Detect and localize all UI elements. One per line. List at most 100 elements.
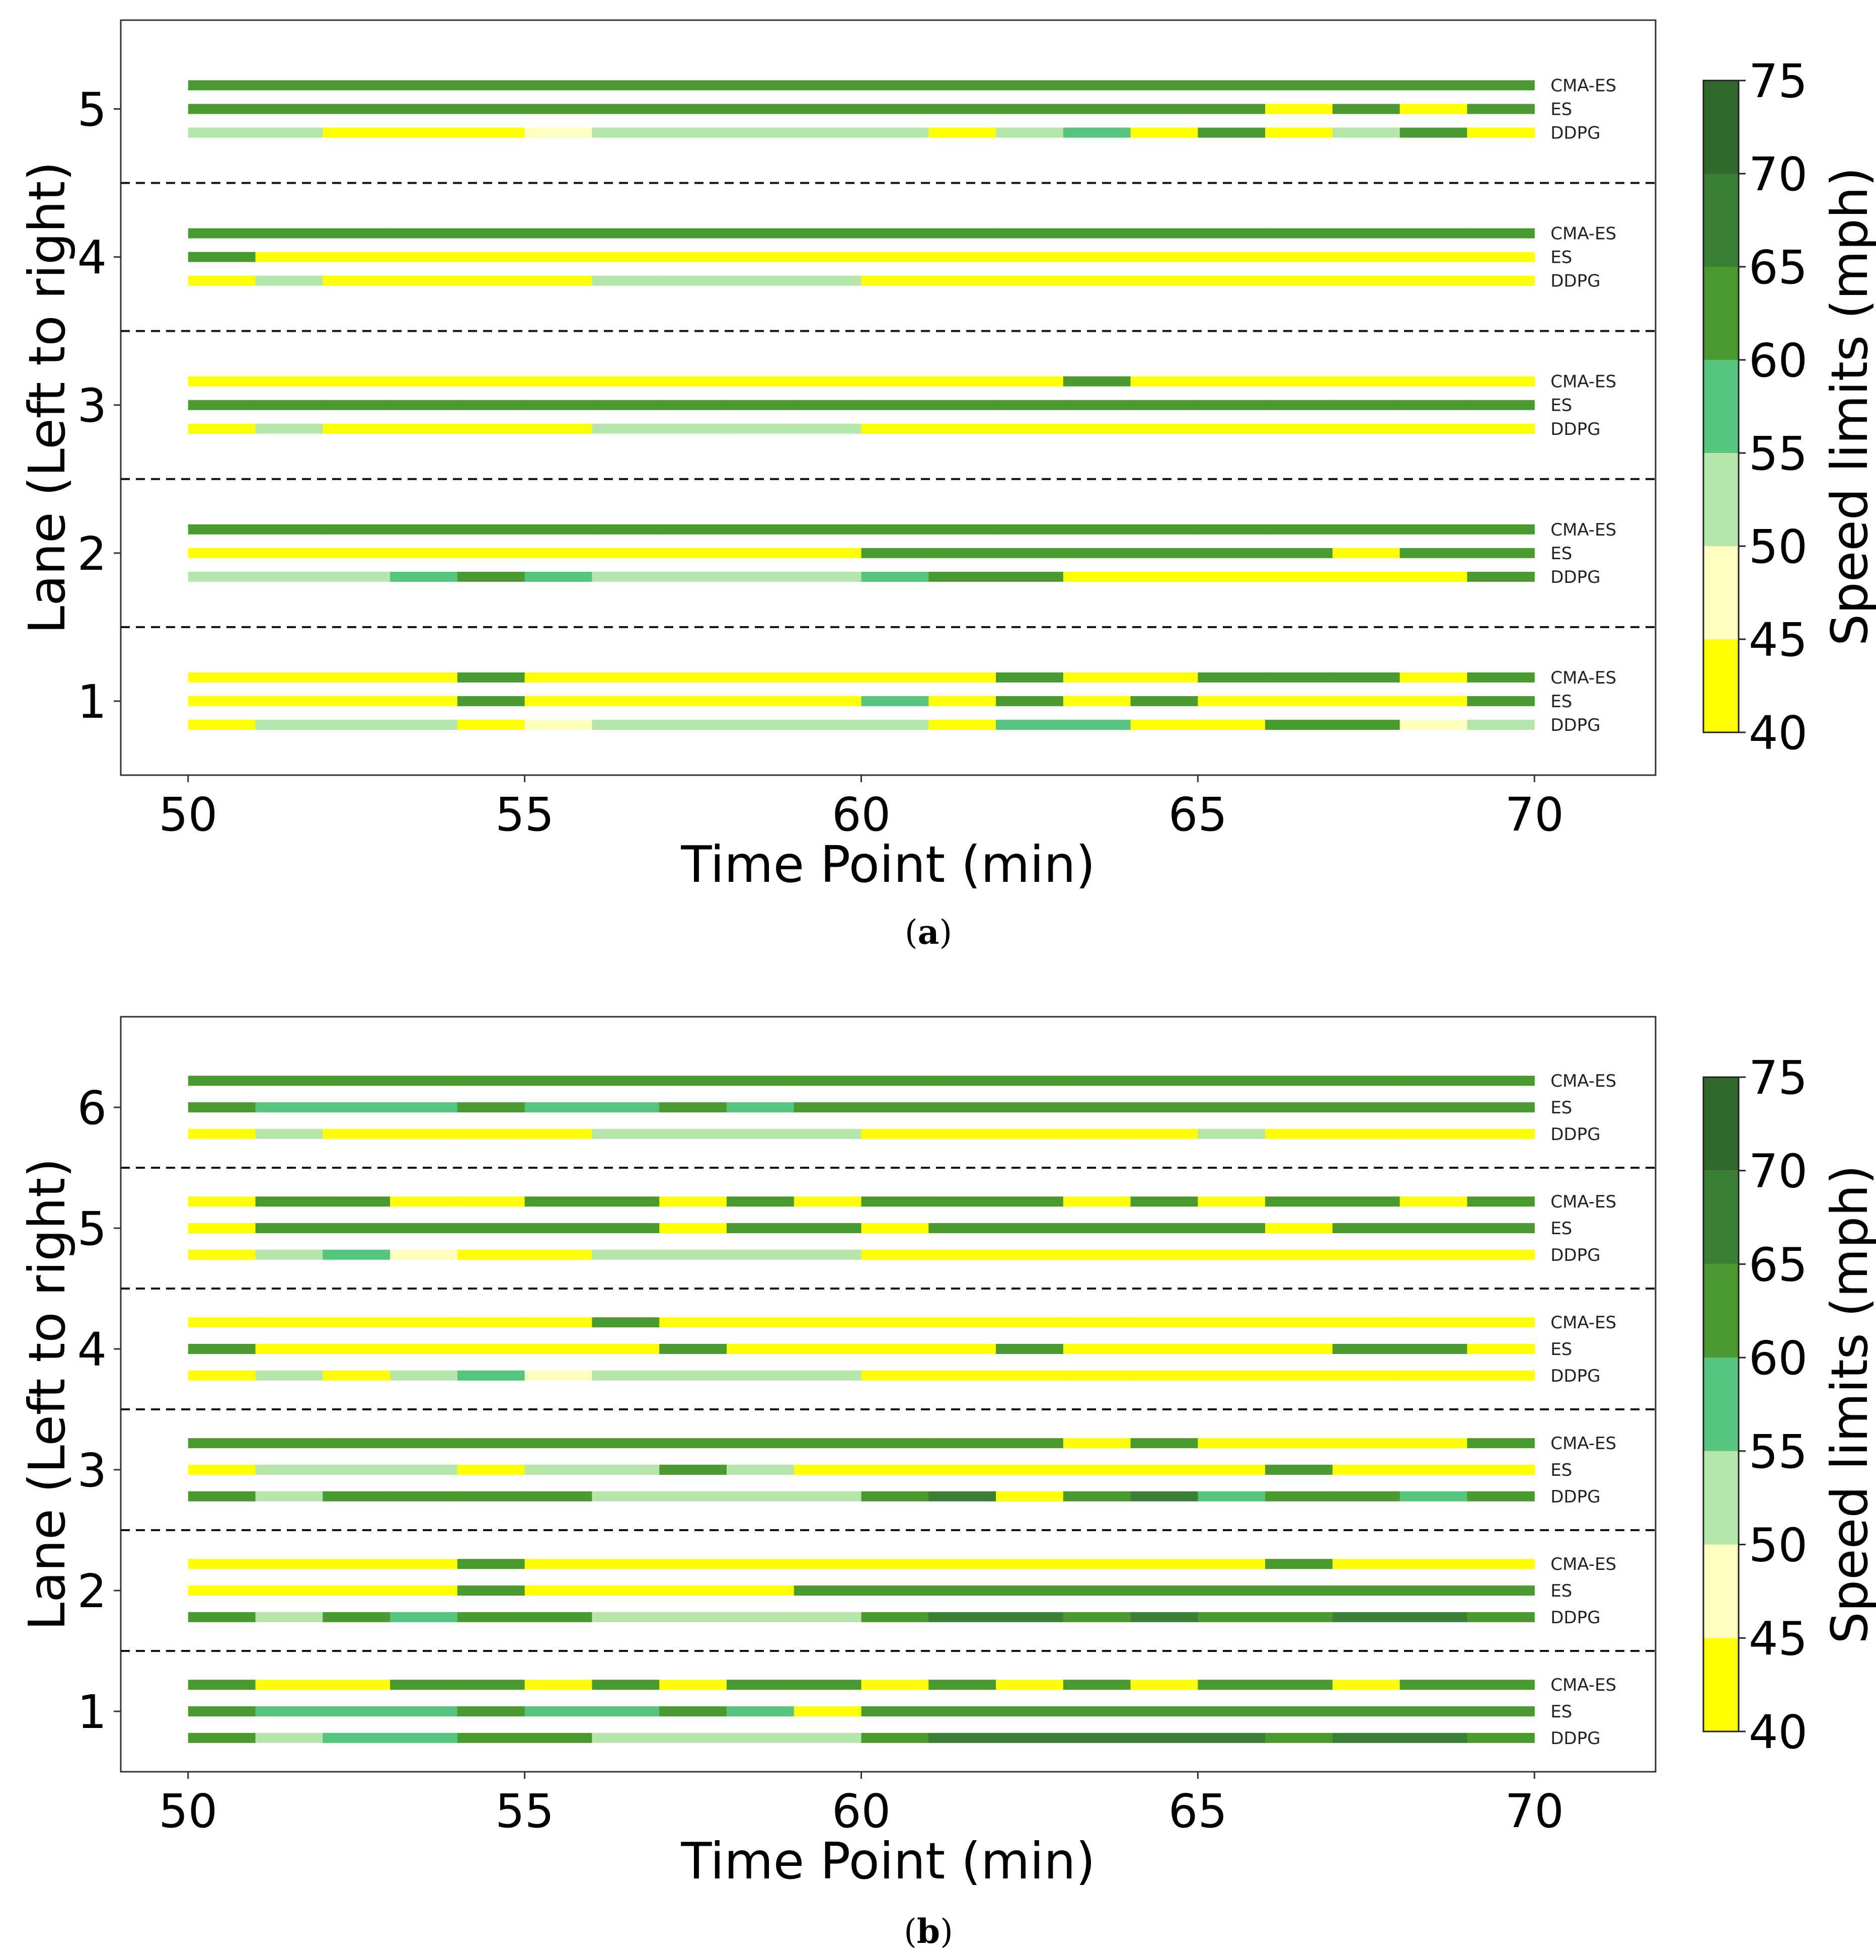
speed-segment (390, 1732, 458, 1743)
speed-segment (390, 252, 458, 262)
method-label: DDPG (1550, 1124, 1600, 1145)
speed-segment (592, 127, 660, 138)
speed-segment (524, 1612, 593, 1622)
speed-segment (659, 1438, 727, 1449)
colorbar-tick-label: 65 (1749, 1238, 1808, 1292)
speed-segment (996, 104, 1064, 114)
speed-segment (1130, 376, 1198, 387)
speed-segment (1063, 104, 1131, 114)
speed-segment (1130, 228, 1198, 239)
speed-segment (255, 1559, 323, 1569)
speed-segment (1130, 696, 1198, 706)
speed-segment (659, 1465, 727, 1475)
speed-segment (592, 423, 660, 434)
method-labels: CMA-ES ES DDPG CMA-ES ES DDPG CMA-ES ES DDPG CMA-… (1550, 1071, 1616, 1749)
speed-segment (457, 127, 525, 138)
colorbar-bin (1703, 1358, 1739, 1451)
speed-segment (255, 1732, 323, 1743)
speed-segment (255, 1491, 323, 1501)
speed-segment (1467, 252, 1535, 262)
speed-segment (928, 1612, 996, 1622)
speed-segment (861, 104, 929, 114)
speed-segment (1063, 1196, 1131, 1207)
speed-segment (524, 720, 593, 730)
speed-segment (794, 696, 862, 706)
method-label: CMA-ES (1550, 1071, 1616, 1091)
speed-segment (457, 376, 525, 387)
speed-segment (1198, 720, 1266, 730)
speed-segment (928, 104, 996, 114)
speed-segment (1265, 423, 1333, 434)
speed-segment (726, 1491, 795, 1501)
speed-segment (1130, 127, 1198, 138)
speed-segment (1399, 228, 1468, 239)
speed-segment (861, 1586, 929, 1596)
speed-segment (1198, 571, 1266, 582)
speed-segment (255, 80, 323, 91)
speed-segment (1332, 1491, 1400, 1501)
speed-segment (255, 1438, 323, 1449)
speed-segment (1063, 672, 1131, 683)
speed-segment (1198, 1491, 1266, 1501)
speed-segment (1198, 1438, 1266, 1449)
speed-segment (928, 1223, 996, 1233)
speed-segment (1332, 80, 1400, 91)
speed-segment (659, 1370, 727, 1381)
speed-segment (794, 275, 862, 286)
speed-segment (861, 1317, 929, 1328)
speed-segment (524, 400, 593, 410)
speed-segment (1265, 1706, 1333, 1716)
x-tick-label: 50 (159, 1784, 217, 1838)
speed-segment (1198, 80, 1266, 91)
speed-segment (390, 376, 458, 387)
speed-segment (1198, 1559, 1266, 1569)
speed-segment (1265, 252, 1333, 262)
speed-segment (323, 228, 390, 239)
colorbar-bin (1703, 1451, 1739, 1545)
speed-segment (659, 1732, 727, 1743)
colorbar-tick-label: 45 (1749, 1612, 1808, 1666)
speed-segment (1332, 400, 1400, 410)
speed-segment (323, 1559, 390, 1569)
speed-segment (861, 80, 929, 91)
speed-segment (1399, 571, 1468, 582)
speed-segment (390, 672, 458, 683)
y-tick-label: 3 (77, 379, 107, 433)
speed-segment (592, 1196, 660, 1207)
speed-segment (1063, 400, 1131, 410)
speed-segment (996, 571, 1064, 582)
speed-segment (1332, 1128, 1400, 1139)
speed-segment (592, 1076, 660, 1086)
speed-segment (659, 1128, 727, 1139)
speed-segment (1467, 80, 1535, 91)
speed-segment (524, 1491, 593, 1501)
speed-segment (1332, 275, 1400, 286)
speed-segment (524, 127, 593, 138)
speed-segment (1198, 696, 1266, 706)
speed-segment (524, 1706, 593, 1716)
speed-segment (1130, 720, 1198, 730)
speed-segment (1399, 127, 1468, 138)
speed-segment (1467, 1102, 1535, 1112)
speed-segment (794, 1370, 862, 1381)
method-labels: CMA-ES ES DDPG CMA-ES ES DDPG CMA-ES ES DDPG CMA-… (1550, 76, 1616, 735)
speed-segment (1063, 252, 1131, 262)
speed-segment (1467, 1196, 1535, 1207)
speed-segment (1332, 571, 1400, 582)
speed-segment (323, 1102, 390, 1112)
speed-segment (1399, 1317, 1468, 1328)
speed-segment (524, 571, 593, 582)
speed-segment (457, 275, 525, 286)
speed-segment (1265, 80, 1333, 91)
speed-segment (1467, 1438, 1535, 1449)
speed-segment (1130, 1612, 1198, 1622)
y-tick-label: 4 (77, 1323, 107, 1377)
speed-segment (928, 1559, 996, 1569)
speed-segment (1467, 1465, 1535, 1475)
speed-segment (794, 720, 862, 730)
speed-segment (1130, 275, 1198, 286)
speed-segment (255, 1128, 323, 1139)
speed-segment (1467, 524, 1535, 535)
speed-segment (323, 672, 390, 683)
speed-segment (996, 376, 1064, 387)
